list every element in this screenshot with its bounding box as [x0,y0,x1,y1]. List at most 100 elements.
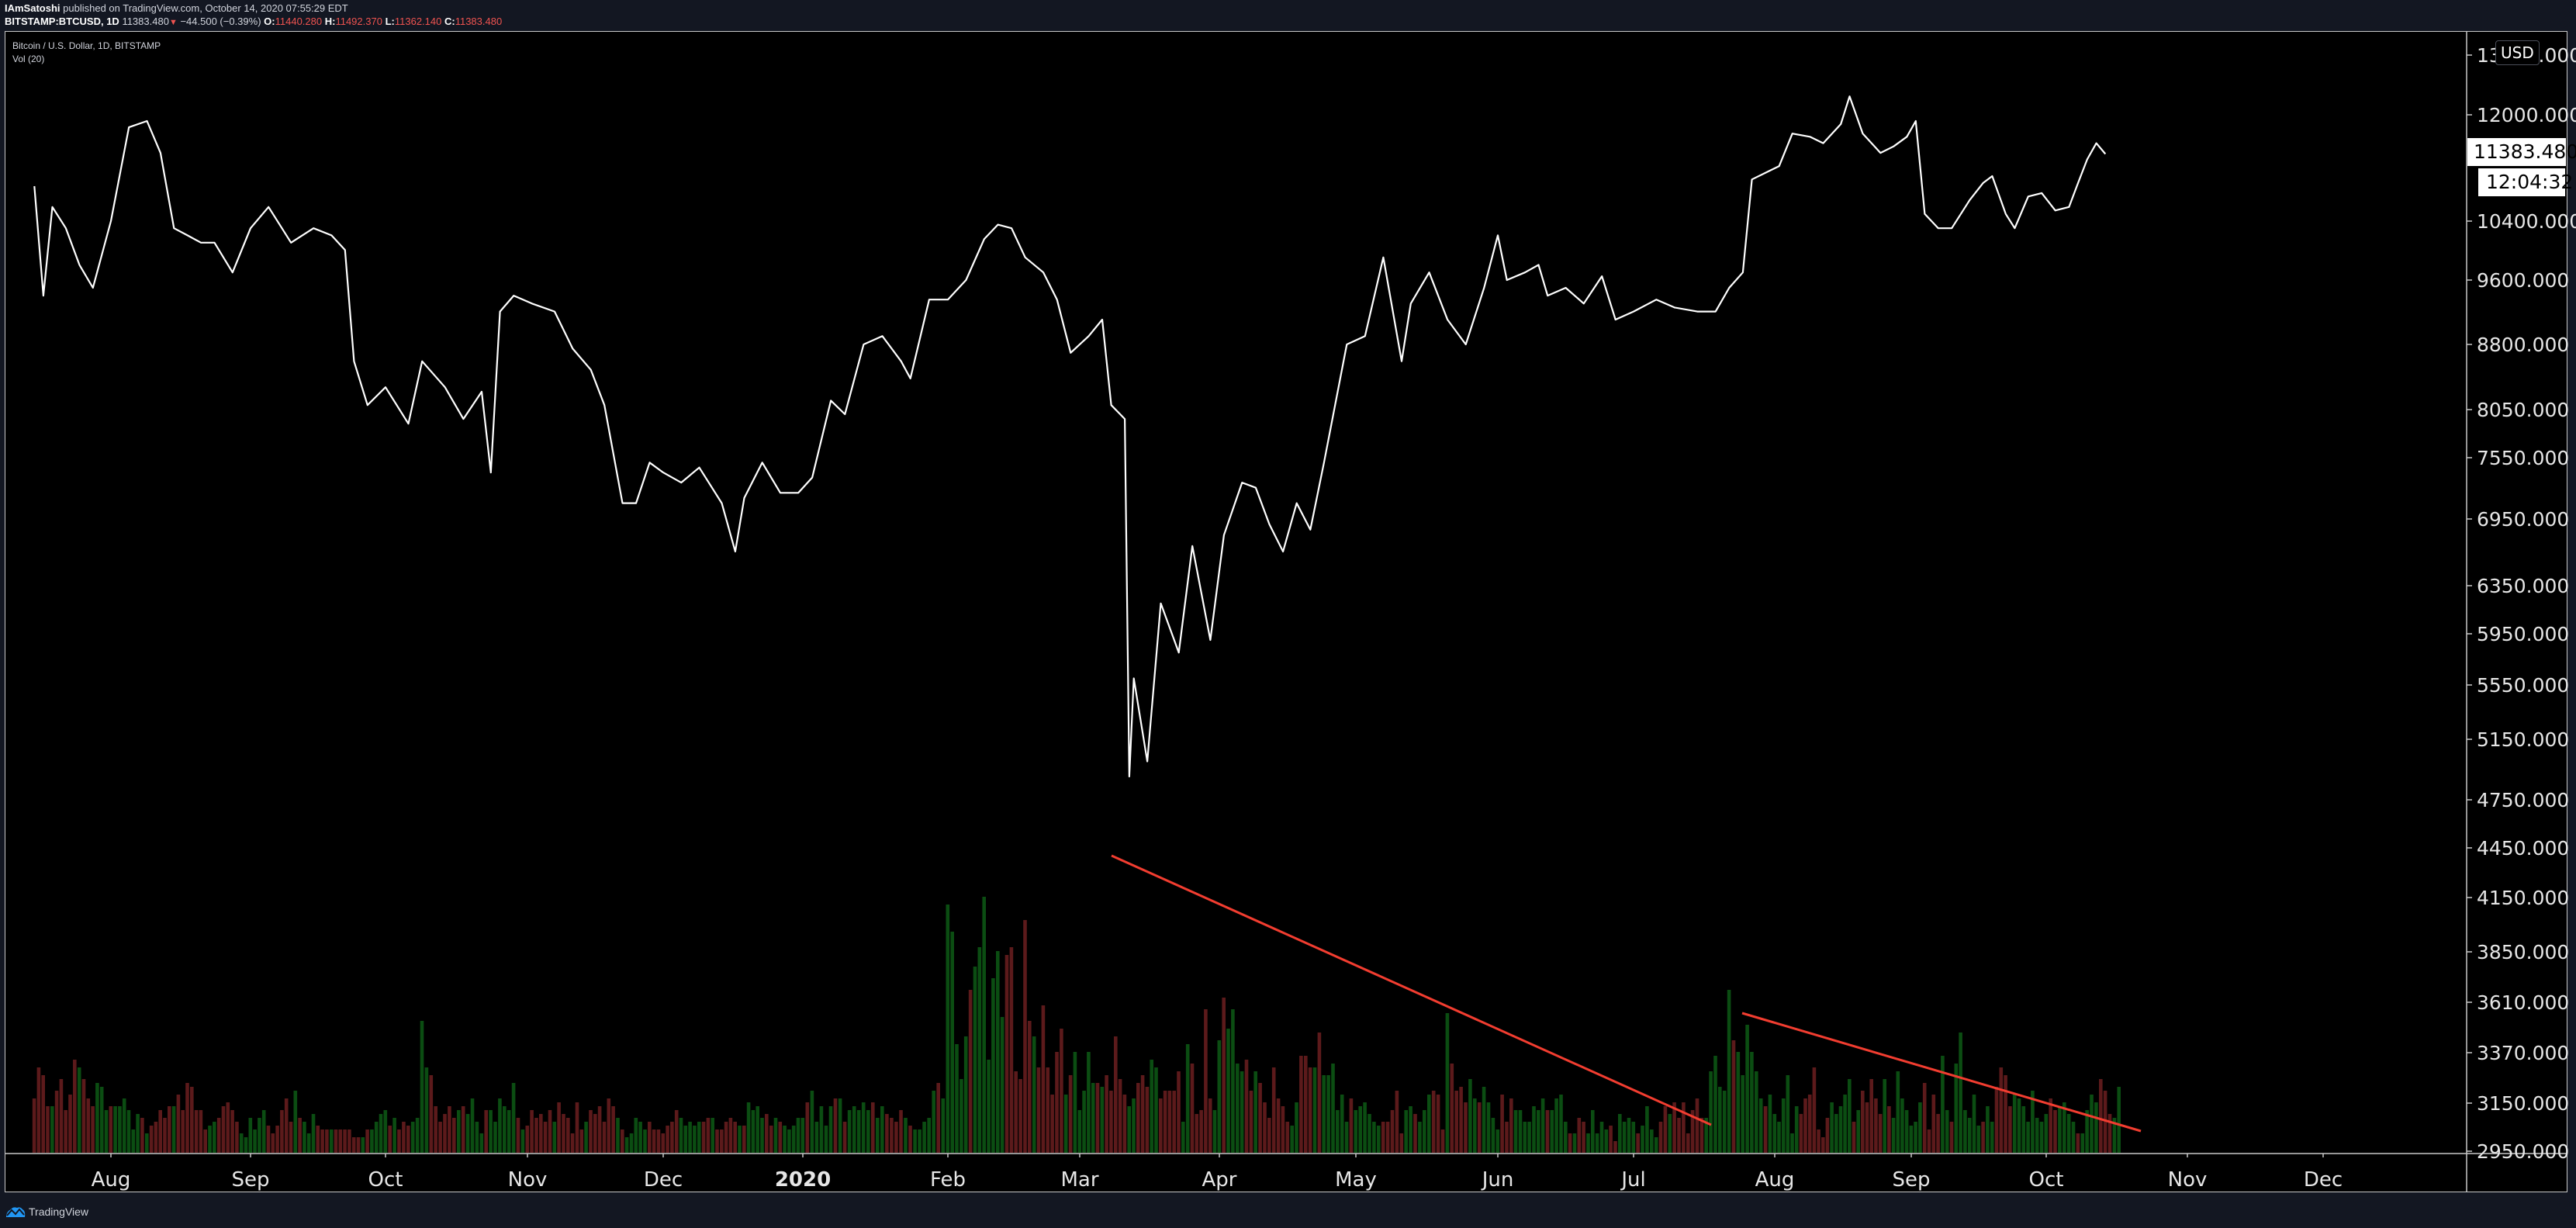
volume-bar [765,1114,769,1153]
down-arrow-icon: ▼ [168,18,178,27]
volume-bar [769,1126,773,1153]
volume-bar [1063,1095,1068,1153]
volume-bar [77,1067,81,1153]
volume-bar [168,1106,171,1153]
volume-bar [1672,1102,1676,1153]
trendlines[interactable] [1111,854,2142,1133]
volume-bar [1741,1075,1744,1153]
volume-bar [68,1095,72,1153]
volume-bar [987,1060,991,1153]
volume-indicator-label[interactable]: Vol (20) [12,54,45,64]
volume-bar [1900,1098,1904,1153]
volume-bar [434,1106,437,1153]
volume-bar [303,1122,306,1153]
volume-bar [361,1137,365,1153]
price-tick-label: 3610.000 [2477,991,2569,1014]
volume-bar [194,1110,199,1153]
volume-bar [50,1106,54,1153]
chart-frame[interactable] [5,31,2567,1192]
tradingview-logo-icon[interactable] [5,1205,26,1219]
price-tick-label: 3370.000 [2477,1042,2569,1064]
volume-bar [1768,1095,1772,1153]
time-axis[interactable]: Aug Sep Oct Nov Dec 2020 Feb Mar Apr May Jun Jul Aug… [92,1154,2343,1192]
volume-bar [1331,1064,1335,1153]
volume-bar [1790,1133,1794,1153]
volume-bar [1677,1118,1681,1153]
price-axis[interactable]: 13000.00012000.00010400.0009600.0008800.… [2467,44,2576,1163]
volume-bar [904,1118,908,1153]
volume-bar [54,1091,59,1153]
volume-bar [787,1129,791,1153]
volume-bar [1363,1102,1367,1153]
volume-bar [936,1083,940,1153]
volume-bar [543,1122,548,1153]
time-tick-label: Mar [1060,1168,1098,1192]
author-name[interactable]: IAmSatoshi [5,2,61,14]
price-tick-label: 5950.000 [2477,623,2569,645]
volume-bar [86,1098,91,1153]
volume-bar [1513,1110,1518,1153]
volume-bar [805,1102,810,1153]
volume-bar [1545,1110,1550,1153]
volume-bar [230,1110,234,1153]
last-price-tag: 11383.480 [2467,138,2576,166]
volume-bar [213,1122,216,1153]
volume-bar [1304,1056,1308,1153]
volume-bar [1972,1095,1976,1153]
volume-bar [81,1079,86,1153]
volume-bar [338,1129,343,1153]
volume-bar [1358,1106,1362,1153]
volume-bar [1381,1122,1385,1153]
volume-bar [1281,1106,1285,1153]
volume-bar [1990,1122,1994,1153]
volume-bar [73,1060,77,1153]
volume-bar [566,1118,570,1153]
volume-bar [1622,1122,1627,1153]
time-tick-label: Oct [368,1168,403,1192]
volume-bar [1613,1141,1617,1153]
volume-bar [410,1122,415,1153]
volume-bar [1132,1098,1136,1153]
volume-bar [1807,1095,1812,1153]
volume-bar [1909,1126,1914,1153]
volume-bar [1344,1122,1349,1153]
volume-bar [756,1106,759,1153]
volume-bar [379,1114,383,1153]
volume-bar [1050,1095,1054,1153]
volume-bar [484,1110,488,1153]
volume-bar [470,1098,475,1153]
series-title[interactable]: Bitcoin / U.S. Dollar, 1D, BITSTAMP [12,40,161,51]
volume-bar [1852,1122,1856,1153]
price-tick-label: 10400.000 [2477,210,2576,233]
volume-bar [2085,1110,2089,1153]
currency-button[interactable]: USD [2495,40,2540,65]
volume-bar [1167,1091,1172,1153]
volume-bar [1627,1118,1631,1153]
high-label: H: [324,16,336,27]
volume-bar [833,1098,838,1153]
volume-bar [1240,1071,1244,1153]
volume-bar [1413,1114,1417,1153]
tradingview-brand[interactable]: TradingView [29,1206,89,1218]
volume-bar [2071,1122,2076,1153]
volume-bar [575,1102,579,1153]
volume-bar [683,1126,688,1153]
volume-bar [1095,1083,1100,1153]
volume-bar [1722,1091,1727,1153]
volume-bar [181,1110,185,1153]
volume-bar [520,1129,525,1153]
volume-bar [239,1133,244,1153]
volume-bar [1100,1087,1105,1153]
volume-bar [95,1083,99,1153]
volume-bar [293,1091,298,1153]
volume-trendline[interactable] [1111,854,1712,1126]
volume-bar [1204,1009,1208,1153]
volume-bar [1654,1137,1658,1153]
volume-bar [871,1102,875,1153]
volume-bar [1509,1098,1513,1153]
volume-bar [557,1102,561,1153]
volume-trendline[interactable] [1741,1012,2142,1133]
volume-bar [334,1129,338,1153]
volume-bar [1077,1110,1082,1153]
